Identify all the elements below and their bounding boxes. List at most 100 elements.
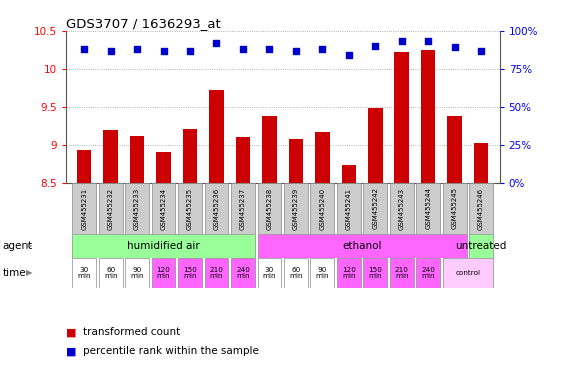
Text: 240
min: 240 min	[421, 266, 435, 279]
FancyBboxPatch shape	[284, 183, 308, 234]
Text: ■: ■	[66, 346, 76, 356]
FancyBboxPatch shape	[416, 183, 440, 234]
Bar	[130, 136, 144, 183]
Text: ▶: ▶	[26, 268, 32, 277]
FancyBboxPatch shape	[337, 183, 361, 234]
Point	[477, 48, 486, 54]
Bar	[236, 137, 250, 183]
Bar	[156, 152, 171, 183]
Bar	[447, 116, 462, 183]
FancyBboxPatch shape	[284, 258, 308, 288]
FancyBboxPatch shape	[469, 183, 493, 234]
Text: GSM455246: GSM455246	[478, 187, 484, 230]
Text: GSM455245: GSM455245	[452, 187, 457, 230]
Text: percentile rank within the sample: percentile rank within the sample	[83, 346, 259, 356]
FancyBboxPatch shape	[258, 234, 467, 258]
Text: 90
min: 90 min	[316, 266, 329, 279]
FancyBboxPatch shape	[204, 183, 228, 234]
Text: time: time	[3, 268, 26, 278]
FancyBboxPatch shape	[73, 183, 96, 234]
FancyBboxPatch shape	[73, 234, 255, 258]
Text: GSM455235: GSM455235	[187, 187, 193, 230]
Text: 210
min: 210 min	[210, 266, 223, 279]
Text: 90
min: 90 min	[130, 266, 144, 279]
Text: 30
min: 30 min	[78, 266, 91, 279]
Text: 150
min: 150 min	[368, 266, 382, 279]
Text: 120
min: 120 min	[156, 266, 171, 279]
Text: GDS3707 / 1636293_at: GDS3707 / 1636293_at	[66, 17, 220, 30]
Bar	[77, 150, 91, 183]
Text: transformed count: transformed count	[83, 327, 180, 337]
Point	[186, 48, 195, 54]
Point	[106, 48, 115, 54]
Bar	[209, 90, 224, 183]
Text: agent: agent	[3, 241, 33, 251]
Text: 120
min: 120 min	[342, 266, 356, 279]
Bar	[474, 144, 488, 183]
FancyBboxPatch shape	[99, 258, 123, 288]
FancyBboxPatch shape	[152, 258, 175, 288]
FancyBboxPatch shape	[363, 258, 387, 288]
Text: GSM455232: GSM455232	[108, 187, 114, 230]
Text: 30
min: 30 min	[263, 266, 276, 279]
Point	[397, 38, 407, 45]
Point	[318, 46, 327, 52]
Text: GSM455241: GSM455241	[346, 187, 352, 230]
Bar	[315, 132, 329, 183]
Bar	[103, 130, 118, 183]
Text: GSM455238: GSM455238	[267, 187, 272, 230]
FancyBboxPatch shape	[99, 183, 123, 234]
Text: untreated: untreated	[456, 241, 507, 251]
FancyBboxPatch shape	[416, 258, 440, 288]
Point	[265, 46, 274, 52]
Point	[344, 52, 353, 58]
Text: 240
min: 240 min	[236, 266, 250, 279]
FancyBboxPatch shape	[231, 183, 255, 234]
FancyBboxPatch shape	[178, 258, 202, 288]
Point	[79, 46, 89, 52]
Text: GSM455242: GSM455242	[372, 187, 378, 230]
Text: GSM455244: GSM455244	[425, 187, 431, 230]
FancyBboxPatch shape	[337, 258, 361, 288]
Text: GSM455239: GSM455239	[293, 187, 299, 230]
Text: ethanol: ethanol	[342, 241, 382, 251]
Bar	[368, 108, 383, 183]
Text: 210
min: 210 min	[395, 266, 409, 279]
Text: GSM455236: GSM455236	[214, 187, 219, 230]
Point	[238, 46, 247, 52]
Text: GSM455231: GSM455231	[81, 187, 87, 230]
Bar	[421, 50, 436, 183]
Text: control: control	[455, 270, 480, 276]
FancyBboxPatch shape	[443, 183, 467, 234]
Text: 60
min: 60 min	[289, 266, 303, 279]
Text: GSM455234: GSM455234	[160, 187, 167, 230]
Text: ■: ■	[66, 327, 76, 337]
FancyBboxPatch shape	[390, 183, 413, 234]
Bar	[262, 116, 277, 183]
FancyBboxPatch shape	[390, 258, 413, 288]
Point	[291, 48, 300, 54]
Point	[424, 38, 433, 45]
Text: GSM455233: GSM455233	[134, 187, 140, 230]
FancyBboxPatch shape	[73, 258, 96, 288]
Text: humidified air: humidified air	[127, 241, 200, 251]
Text: GSM455237: GSM455237	[240, 187, 246, 230]
FancyBboxPatch shape	[125, 183, 149, 234]
Bar	[183, 129, 198, 183]
FancyBboxPatch shape	[311, 183, 334, 234]
Point	[132, 46, 142, 52]
Bar	[395, 52, 409, 183]
FancyBboxPatch shape	[363, 183, 387, 234]
FancyBboxPatch shape	[152, 183, 175, 234]
FancyBboxPatch shape	[125, 258, 149, 288]
Text: GSM455240: GSM455240	[319, 187, 325, 230]
Bar	[288, 139, 303, 183]
Bar	[341, 165, 356, 183]
Point	[371, 43, 380, 49]
Text: GSM455243: GSM455243	[399, 187, 405, 230]
FancyBboxPatch shape	[258, 258, 282, 288]
FancyBboxPatch shape	[469, 234, 493, 258]
Point	[450, 45, 459, 51]
Text: 150
min: 150 min	[183, 266, 197, 279]
FancyBboxPatch shape	[204, 258, 228, 288]
